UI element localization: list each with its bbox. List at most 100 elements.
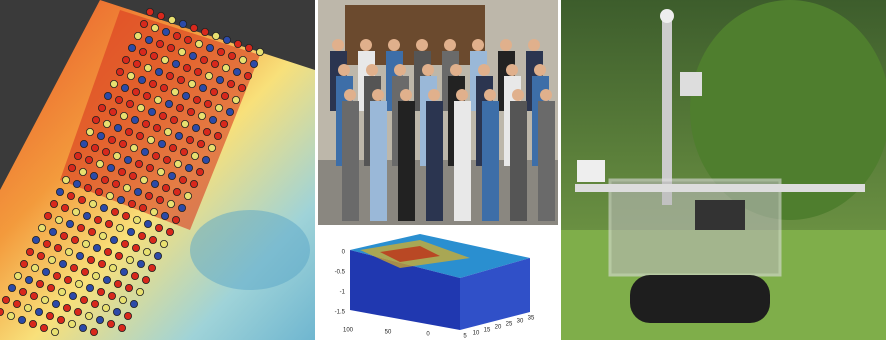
sample-dot — [160, 211, 169, 220]
head — [484, 89, 496, 101]
sample-dot — [119, 295, 128, 304]
head — [332, 39, 344, 51]
sample-dot — [76, 251, 85, 260]
x-tick-label: 15 — [484, 328, 491, 334]
sample-dot — [85, 155, 94, 164]
sample-dot — [65, 247, 74, 256]
sample-dot — [80, 295, 89, 304]
sample-dot — [84, 183, 93, 192]
sample-dot — [72, 207, 81, 216]
sample-dot — [116, 223, 125, 232]
sample-dot — [184, 163, 193, 172]
sample-dot — [193, 68, 202, 77]
sample-dot — [68, 319, 77, 328]
sample-dot — [125, 127, 134, 136]
sample-dot — [125, 283, 134, 292]
sample-dot — [66, 219, 75, 228]
sample-dot — [189, 23, 198, 32]
sample-dot — [97, 131, 106, 140]
sample-dot — [171, 60, 180, 69]
sample-dot — [180, 120, 189, 129]
sample-dot — [146, 135, 155, 144]
sample-dot — [90, 171, 99, 180]
sample-dot — [126, 255, 135, 264]
sample-dot — [156, 11, 165, 20]
sample-dot — [120, 267, 129, 276]
sample-dot — [56, 187, 65, 196]
sample-dot — [83, 211, 92, 220]
head — [506, 64, 518, 76]
sample-dot — [115, 251, 124, 260]
plot-side — [460, 258, 530, 330]
sample-dot — [93, 243, 102, 252]
mast — [662, 15, 672, 205]
sample-dot — [23, 303, 32, 312]
plot-3d: 0 -0.5 -1 -1.5 100 50 0 5 10 15 20 25 30 35 — [318, 228, 558, 340]
head — [344, 89, 356, 101]
sample-dot — [144, 36, 153, 45]
sample-dot — [238, 56, 247, 65]
sample-dot — [179, 147, 188, 156]
sample-dot — [233, 40, 242, 49]
sample-dot — [63, 303, 72, 312]
sample-dot — [108, 135, 117, 144]
sample-dot — [127, 227, 136, 236]
sample-dot — [69, 291, 78, 300]
z-tick-label: -1 — [340, 290, 346, 296]
sample-dot — [111, 207, 120, 216]
head — [422, 64, 434, 76]
sample-dot — [172, 187, 181, 196]
sample-dot — [132, 215, 141, 224]
sample-dot — [154, 223, 163, 232]
sample-dot — [159, 239, 168, 248]
sample-dot — [164, 100, 173, 109]
sample-dot — [205, 44, 214, 53]
sample-dot — [143, 219, 152, 228]
sample-dot — [172, 32, 181, 41]
sample-dot — [18, 287, 27, 296]
head — [400, 89, 412, 101]
sample-dot — [96, 159, 105, 168]
sample-dot — [7, 283, 16, 292]
sample-dot — [74, 151, 83, 160]
sample-dot — [121, 84, 130, 93]
sample-dot — [221, 64, 230, 73]
sample-dot — [79, 323, 88, 332]
sample-dot — [12, 299, 21, 308]
sample-dot — [162, 155, 171, 164]
sample-dot — [127, 44, 136, 53]
sample-dot — [89, 199, 98, 208]
gps-antenna — [660, 9, 674, 23]
sample-dot — [183, 191, 192, 200]
sample-dot — [52, 299, 61, 308]
sample-dot — [124, 155, 133, 164]
sample-dot — [104, 247, 113, 256]
sample-dot — [60, 231, 69, 240]
sample-dot — [118, 167, 127, 176]
sample-dot — [131, 88, 140, 97]
sample-dot — [103, 120, 112, 129]
sample-dot — [148, 80, 157, 89]
sample-dot — [222, 36, 231, 45]
sample-dot — [24, 275, 33, 284]
sample-dot — [112, 179, 121, 188]
sample-dot — [154, 68, 163, 77]
sample-dot — [137, 231, 146, 240]
sample-dot — [161, 27, 170, 36]
sample-dot — [130, 116, 139, 125]
sample-dot — [171, 215, 180, 224]
sample-dot — [46, 311, 55, 320]
head — [450, 64, 462, 76]
sample-dot — [95, 187, 104, 196]
sample-dot — [105, 219, 114, 228]
sample-dot — [51, 327, 60, 336]
sample-dot — [216, 48, 225, 57]
sample-dot — [128, 171, 137, 180]
sample-dot — [118, 323, 127, 332]
sample-dot — [165, 72, 174, 81]
sample-dot — [139, 175, 148, 184]
sample-dot — [57, 315, 66, 324]
sample-dot — [158, 112, 167, 121]
sample-dot — [109, 108, 118, 117]
sample-dot — [167, 171, 176, 180]
